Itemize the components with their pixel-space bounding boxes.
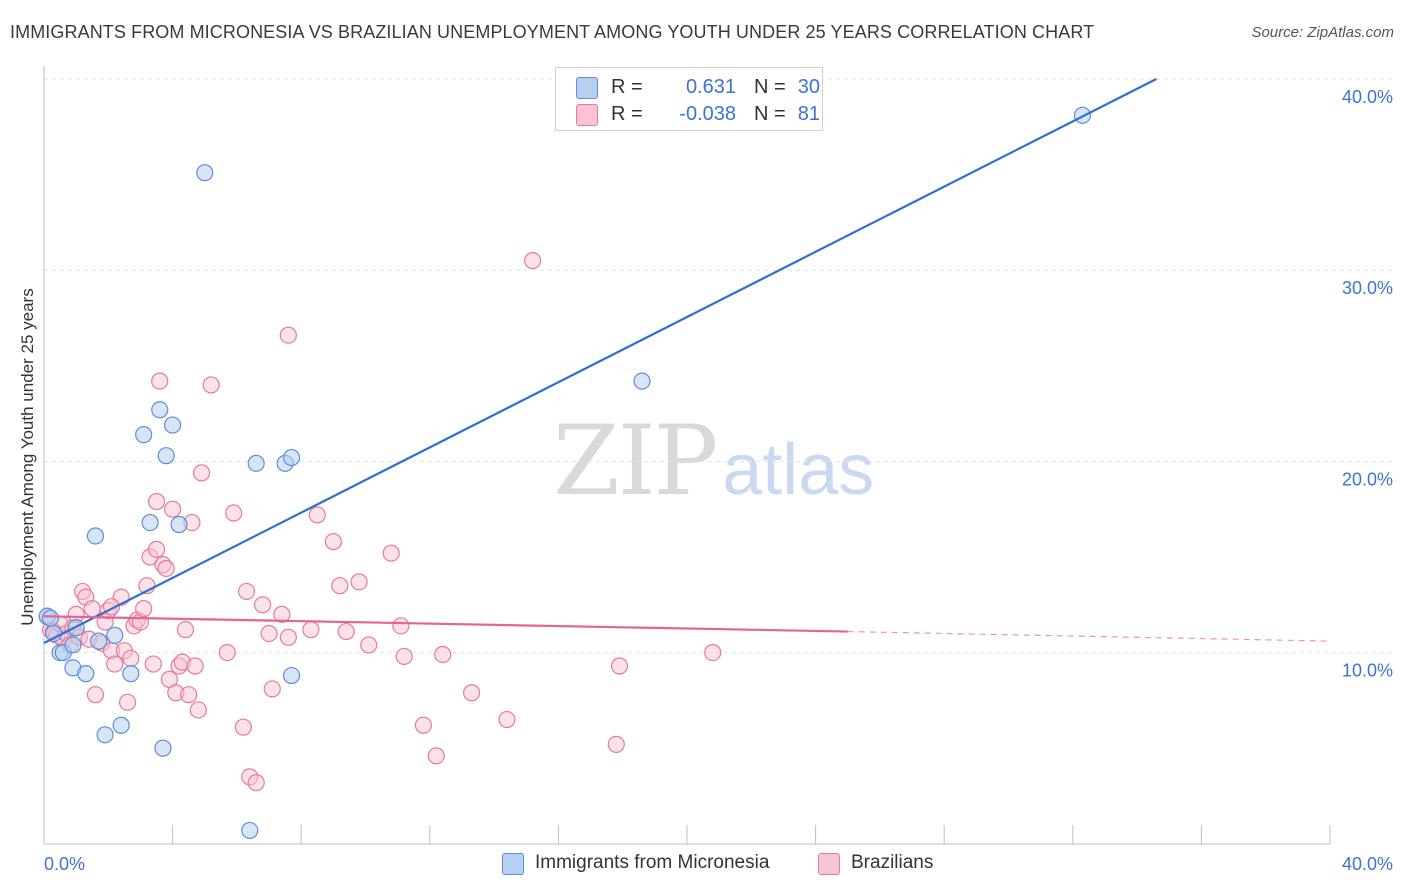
data-point-micronesia [154,739,172,757]
data-point-brazilians [279,628,297,646]
legend-r-label: R = [611,76,643,98]
data-point-brazilians [106,655,124,673]
x-tick-label: 40.0% [1342,854,1393,874]
data-point-brazilians [308,506,326,524]
data-point-brazilians [360,636,378,654]
data-point-brazilians [498,710,516,729]
data-point-brazilians [225,504,243,522]
chart-title: IMMIGRANTS FROM MICRONESIA VS BRAZILIAN … [10,22,1095,42]
data-point-brazilians [157,559,175,578]
data-point-micronesia [170,515,188,534]
data-point-micronesia [247,454,265,472]
data-point-micronesia [106,626,124,644]
data-point-brazilians [392,617,410,635]
legend-swatch-blue [576,77,598,99]
data-point-brazilians [144,655,162,673]
legend-n-label: N = [754,76,786,98]
legend-n-value: 81 [797,103,820,125]
data-point-brazilians [118,693,137,711]
data-point-brazilians [524,252,542,270]
data-point-brazilians [350,573,368,591]
data-point-brazilians [192,464,211,482]
y-axis-label: Unemployment Among Youth under 25 years [18,288,37,626]
data-point-brazilians [164,500,182,518]
data-point-brazilians [302,621,320,639]
data-point-brazilians [147,540,166,558]
legend-r-label: R = [611,103,643,125]
data-point-brazilians [202,376,220,394]
data-point-brazilians [135,600,153,618]
data-point-brazilians [176,621,195,639]
legend-n-value: 30 [797,76,820,98]
stats-legend: R = 0.631 N = 30 R = -0.038 N = 81 [555,67,823,131]
data-point-brazilians [260,624,278,643]
data-point-brazilians [237,582,256,601]
data-point-micronesia [151,401,169,419]
trendline-brazilians-extrapolated [847,630,1331,642]
data-point-brazilians [610,657,629,675]
data-point-micronesia [86,527,105,545]
data-point-micronesia [77,665,95,683]
data-point-brazilians [273,605,291,623]
data-point-micronesia [282,666,301,685]
source-note: Source: ZipAtlas.com [1251,24,1394,41]
trendline-brazilians [43,615,848,633]
data-point-micronesia [41,609,60,627]
data-point-brazilians [427,747,445,765]
data-point-micronesia [241,821,259,840]
data-point-brazilians [83,600,101,618]
data-point-micronesia [633,372,651,390]
data-point-brazilians [122,649,140,667]
data-point-brazilians [180,686,198,704]
data-point-micronesia [135,426,153,444]
legend-label: Immigrants from Micronesia [535,852,770,873]
data-point-brazilians [414,716,432,734]
data-point-brazilians [279,326,297,344]
data-point-micronesia [64,636,82,654]
legend-swatch-pink [818,853,840,875]
data-point-micronesia [112,716,130,734]
data-point-brazilians [263,680,281,698]
data-point-brazilians [337,622,355,641]
x-tick-label: 0.0% [44,854,85,874]
data-point-micronesia [157,447,175,465]
data-point-brazilians [247,774,265,792]
data-point-brazilians [254,596,272,614]
data-point-brazilians [147,492,166,511]
data-point-brazilians [331,577,349,595]
data-point-brazilians [86,686,105,704]
trendline-micronesia [43,78,1157,645]
data-point-brazilians [434,645,452,664]
data-point-micronesia [90,632,108,650]
data-point-micronesia [96,726,114,744]
data-point-brazilians [151,372,169,390]
legend-r-value: 0.631 [685,76,736,98]
data-point-brazilians [382,544,400,562]
y-tick-label: 20.0% [1342,469,1393,489]
legend-label: Brazilians [851,852,934,873]
data-point-brazilians [462,684,481,702]
data-point-brazilians [704,643,722,662]
data-point-micronesia [164,416,182,434]
data-point-micronesia [141,513,159,532]
data-point-micronesia [196,164,214,182]
data-point-brazilians [395,647,413,666]
data-point-brazilians [234,718,252,736]
legend-n-label: N = [754,103,786,125]
data-point-micronesia [122,665,140,683]
y-tick-label: 10.0% [1342,661,1393,681]
y-tick-label: 30.0% [1342,278,1393,298]
legend-swatch-pink [576,104,598,126]
data-point-brazilians [218,643,236,662]
data-point-brazilians [607,735,625,753]
data-point-brazilians [186,657,204,675]
data-point-brazilians [324,533,342,551]
series-legend: Immigrants from Micronesia Brazilians [0,852,1406,878]
data-point-brazilians [189,701,207,719]
legend-swatch-blue [502,853,524,875]
y-tick-label: 40.0% [1342,87,1393,107]
legend-r-value: -0.038 [679,103,736,125]
data-point-micronesia [282,448,301,467]
